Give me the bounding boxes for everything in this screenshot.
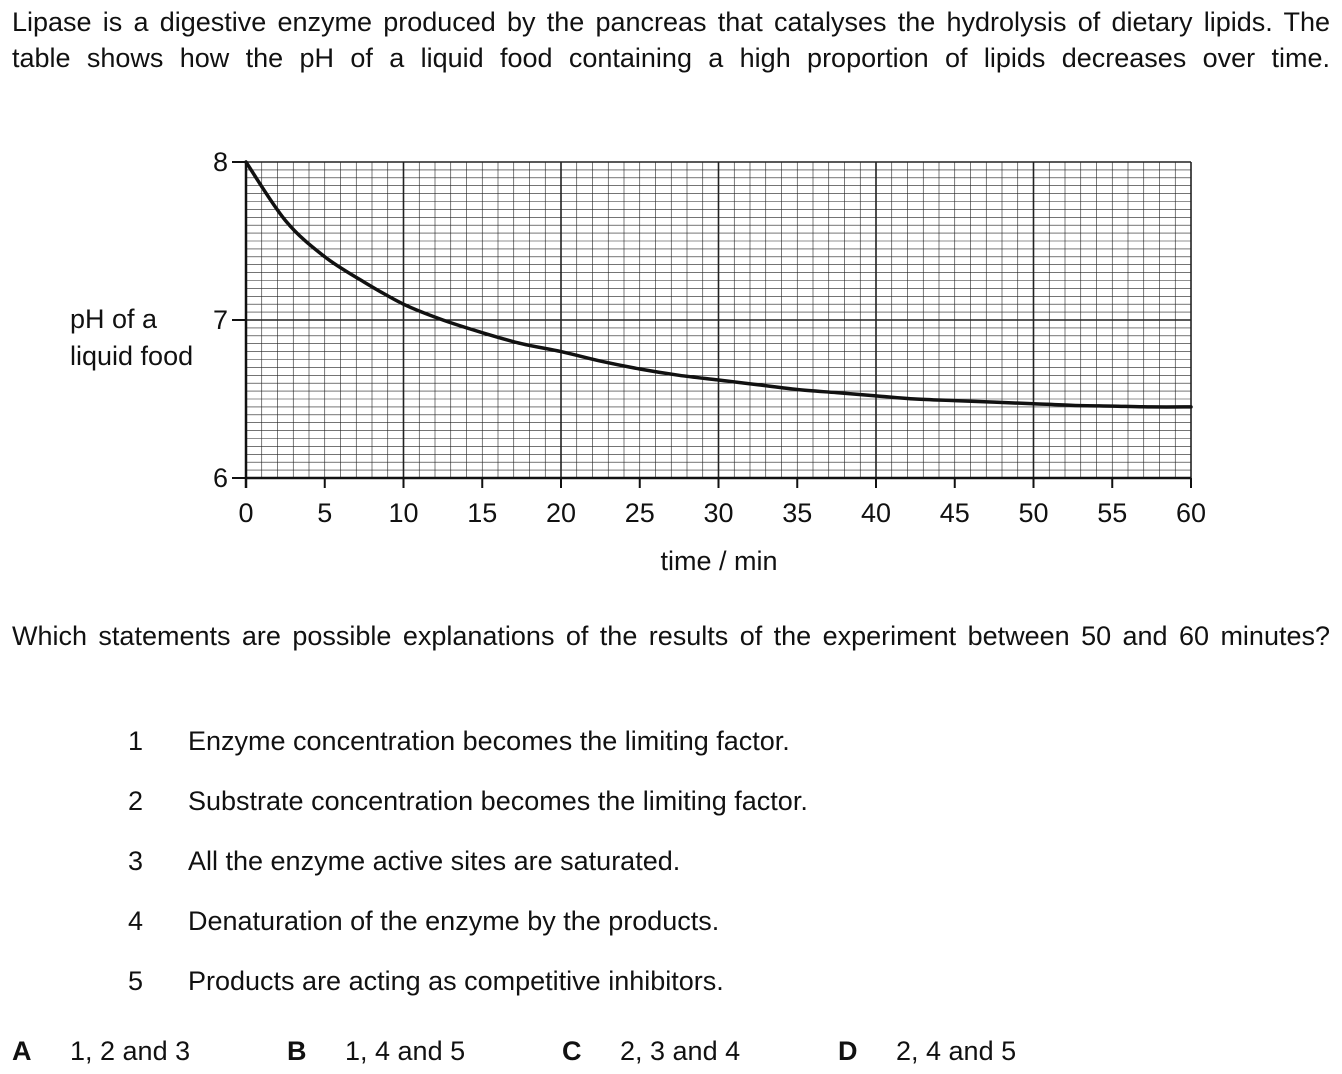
y-axis-label-line2: liquid food <box>70 341 193 371</box>
option-letter: A <box>12 1036 32 1066</box>
x-tick-label: 40 <box>861 498 891 528</box>
option-d[interactable]: D 2, 4 and 5 <box>838 1034 1016 1068</box>
x-tick-label: 55 <box>1097 498 1127 528</box>
x-tick-label: 50 <box>1018 498 1048 528</box>
x-tick-label: 35 <box>782 498 812 528</box>
option-text: 2, 4 and 5 <box>896 1036 1017 1066</box>
x-tick-label: 30 <box>703 498 733 528</box>
statement-text: All the enzyme active sites are saturate… <box>188 846 681 876</box>
statement-number: 5 <box>128 966 144 996</box>
y-tick-labels: 6 7 8 <box>213 147 246 493</box>
x-tick-label: 10 <box>388 498 418 528</box>
statement-number: 4 <box>128 906 144 936</box>
x-tick-label: 15 <box>467 498 497 528</box>
statement-number: 2 <box>128 786 144 816</box>
statement-text: Products are acting as competitive inhib… <box>188 966 724 996</box>
chart-grid <box>245 161 1192 479</box>
statement-text: Substrate concentration becomes the limi… <box>188 786 808 816</box>
ph-time-chart: 0 5 10 15 20 25 30 35 40 45 50 55 60 6 7 8 pH of a liq… <box>70 147 1206 576</box>
option-letter: B <box>287 1036 307 1066</box>
y-tick-label: 8 <box>213 147 228 177</box>
x-tick-label: 20 <box>546 498 576 528</box>
y-tick-label: 7 <box>213 305 228 335</box>
statement-number: 3 <box>128 846 144 876</box>
question-text: Which statements are possible explanatio… <box>12 621 1330 651</box>
statement-text: Enzyme concentration becomes the limitin… <box>188 726 790 756</box>
option-text: 1, 4 and 5 <box>345 1036 466 1066</box>
statement-text: Denaturation of the enzyme by the produc… <box>188 906 720 936</box>
option-text: 2, 3 and 4 <box>620 1036 741 1066</box>
x-tick-label: 25 <box>625 498 655 528</box>
option-text: 1, 2 and 3 <box>70 1036 191 1066</box>
y-tick-label: 6 <box>213 463 228 493</box>
x-axis-label: time / min <box>660 546 777 576</box>
ph-curve <box>244 160 1193 409</box>
option-c[interactable]: C 2, 3 and 4 <box>562 1034 740 1068</box>
x-tick-label: 60 <box>1176 498 1206 528</box>
statement-number: 1 <box>128 726 144 756</box>
x-tick-labels: 0 5 10 15 20 25 30 35 40 45 50 55 60 <box>238 478 1206 528</box>
option-b[interactable]: B 1, 4 and 5 <box>287 1034 465 1068</box>
question-intro: Lipase is a digestive enzyme produced by… <box>12 7 1330 73</box>
option-letter: C <box>562 1036 582 1066</box>
option-letter: D <box>838 1036 858 1066</box>
x-tick-label: 0 <box>238 498 253 528</box>
y-axis-label-line1: pH of a <box>70 304 158 334</box>
option-a[interactable]: A 1, 2 and 3 <box>12 1034 190 1068</box>
x-tick-label: 45 <box>940 498 970 528</box>
x-tick-label: 5 <box>317 498 332 528</box>
